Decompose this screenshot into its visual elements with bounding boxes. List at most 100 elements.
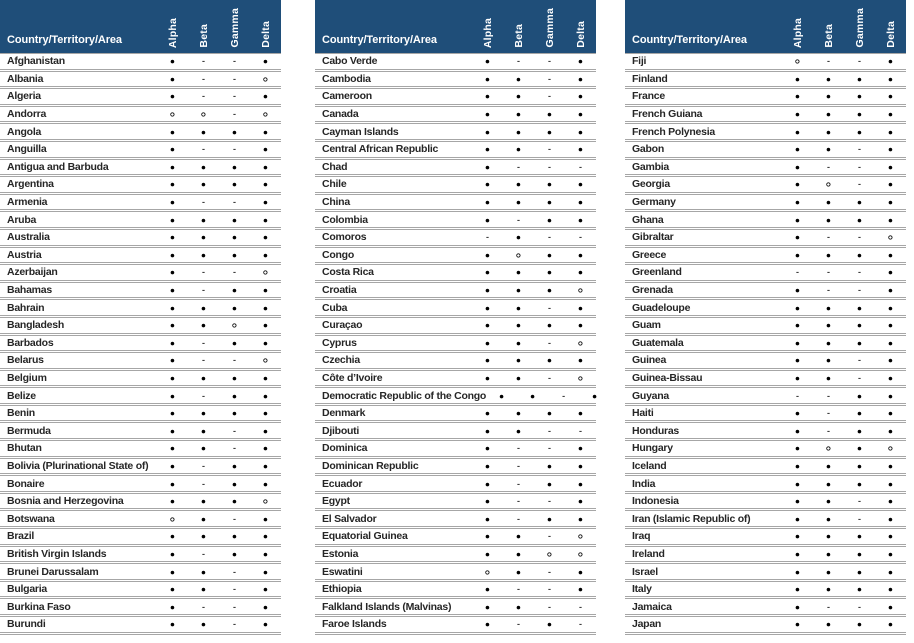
table-row: Guatemala ● ● ● ● [625,334,906,352]
country-name: Denmark [322,407,366,420]
filled-dot-icon: ● [200,126,207,137]
table-row: Cabo Verde ● - - ● [315,53,596,70]
filled-dot-icon: ● [794,302,801,313]
dash-icon: - [517,56,520,67]
table-row: Gambia ● - - ● [625,158,906,176]
dash-icon: - [858,285,861,296]
open-circle-icon: ○ [577,337,584,348]
table-row: Indonesia ● ● - ● [625,492,906,510]
open-circle-icon: ○ [546,548,553,559]
filled-dot-icon: ● [169,161,176,172]
filled-dot-icon: ● [169,285,176,296]
filled-dot-icon: ● [231,214,238,225]
country-name: Canada [322,108,359,121]
table-row: Comoros - ● - - [315,228,596,246]
filled-dot-icon: ● [200,443,207,454]
country-name: Egypt [322,495,350,508]
column-header-delta: Delta [259,21,272,48]
table-row: Canada ● ● ● ● [315,105,596,123]
filled-dot-icon: ● [887,619,894,630]
dash-icon: - [548,144,551,155]
filled-dot-icon: ● [200,302,207,313]
filled-dot-icon: ● [794,161,801,172]
country-name: Cayman Islands [322,125,399,138]
table-row: Gabon ● ● - ● [625,140,906,158]
filled-dot-icon: ● [231,460,238,471]
filled-dot-icon: ● [887,73,894,84]
filled-dot-icon: ● [169,443,176,454]
filled-dot-icon: ● [887,408,894,419]
filled-dot-icon: ● [169,496,176,507]
filled-dot-icon: ● [484,548,491,559]
dash-icon: - [562,390,566,401]
table-row: France ● ● ● ● [625,88,906,105]
table-row: Guyana - - ● ● [625,387,906,404]
country-name: Cyprus [322,336,357,349]
filled-dot-icon: ● [794,337,801,348]
table-row: Greece ● ● ● ● [625,246,906,264]
filled-dot-icon: ● [262,584,269,595]
filled-dot-icon: ● [169,619,176,630]
filled-dot-icon: ● [794,109,801,120]
filled-dot-icon: ● [169,302,176,313]
filled-dot-icon: ● [484,408,491,419]
table-row: Guadeloupe ● ● ● ● [625,299,906,316]
filled-dot-icon: ● [794,601,801,612]
country-name: Afghanistan [7,55,65,68]
dash-icon: - [233,144,236,155]
filled-dot-icon: ● [887,267,894,278]
filled-dot-icon: ● [262,249,269,260]
table-row: Belgium ● ● ● ● [0,369,281,387]
table-row: Belize ● - ● ● [0,387,281,404]
filled-dot-icon: ● [169,320,176,331]
country-name: Israel [632,565,658,578]
filled-dot-icon: ● [856,531,863,542]
table-row: Bhutan ● ● - ● [0,440,281,457]
country-name: Bosnia and Herzegovina [7,495,124,508]
table-row: Iraq ● ● ● ● [625,528,906,545]
filled-dot-icon: ● [200,249,207,260]
table-row: Bahamas ● - ● ● [0,281,281,299]
filled-dot-icon: ● [515,73,522,84]
filled-dot-icon: ● [794,144,801,155]
filled-dot-icon: ● [794,460,801,471]
table-row: Curaçao ● ● ● ● [315,316,596,334]
filled-dot-icon: ● [484,478,491,489]
country-name: Chile [322,178,347,191]
table-row: Dominican Republic ● - ● ● [315,457,596,475]
table-row: Andorra ○ ○ - ○ [0,105,281,123]
table-row: Bosnia and Herzegovina ● ● ● ○ [0,492,281,510]
dash-icon: - [233,56,236,67]
filled-dot-icon: ● [577,408,584,419]
filled-dot-icon: ● [515,372,522,383]
dash-icon: - [548,372,551,383]
filled-dot-icon: ● [169,249,176,260]
country-name: Cabo Verde [322,55,378,68]
filled-dot-icon: ● [856,337,863,348]
country-name: Brunei Darussalam [7,565,99,578]
filled-dot-icon: ● [856,619,863,630]
filled-dot-icon: ● [484,109,491,120]
country-name: Bonaire [7,477,45,490]
country-name: Croatia [322,284,357,297]
table-row: Burundi ● ● - ● [0,616,281,633]
dash-icon: - [548,531,551,542]
table-row: French Polynesia ● ● ● ● [625,123,906,140]
filled-dot-icon: ● [794,232,801,243]
table-row: Colombia ● - ● ● [315,211,596,228]
dash-icon: - [579,232,582,243]
dash-icon: - [827,285,830,296]
filled-dot-icon: ● [887,161,894,172]
dash-icon: - [548,584,551,595]
filled-dot-icon: ● [484,91,491,102]
dash-icon: - [548,91,551,102]
table-row: Honduras ● - ● ● [625,422,906,440]
filled-dot-icon: ● [484,372,491,383]
dash-icon: - [827,425,830,436]
filled-dot-icon: ● [546,197,553,208]
filled-dot-icon: ● [887,390,894,401]
dash-icon: - [517,443,520,454]
dash-icon: - [858,144,861,155]
table-row: Haiti ● - ● ● [625,404,906,422]
filled-dot-icon: ● [262,179,269,190]
